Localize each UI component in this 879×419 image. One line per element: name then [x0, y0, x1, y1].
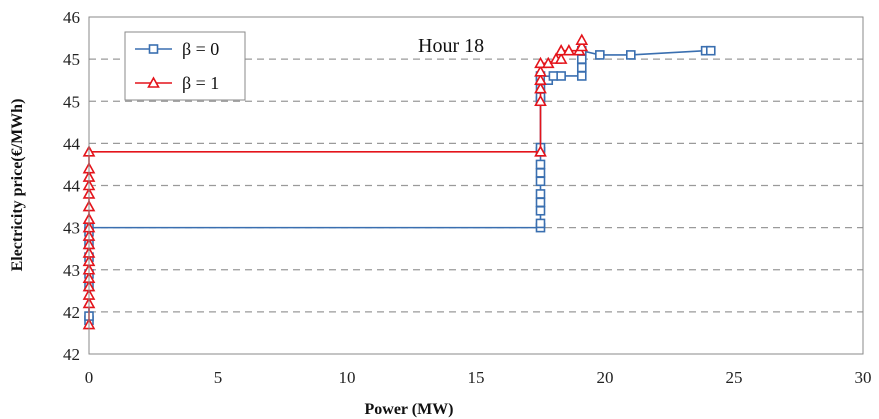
data-point-1-21 — [534, 73, 547, 85]
data-point-0-26 — [576, 71, 587, 81]
legend-item-0: β = 0 — [135, 39, 219, 59]
data-point-1-27 — [554, 44, 568, 56]
y-tick-label-4: 44 — [63, 177, 81, 196]
y-tick-labels: 42 42 43 43 44 44 45 45 46 — [63, 8, 81, 364]
legend-label-0: β = 0 — [182, 39, 219, 59]
y-tick-label-2: 43 — [63, 261, 80, 280]
y-tick-label-5: 44 — [63, 134, 81, 153]
x-tick-label-0: 0 — [85, 368, 94, 387]
data-point-1-30 — [575, 39, 589, 52]
legend-marker-1 — [147, 76, 160, 88]
y-tick-label-6: 45 — [63, 92, 80, 111]
x-tick-label-5: 25 — [726, 368, 743, 387]
y-tick-label-1: 42 — [63, 303, 80, 322]
y-tick-label-7: 45 — [63, 50, 80, 69]
data-point-0-15 — [535, 159, 546, 170]
data-point-0-27 — [576, 62, 587, 73]
x-tick-label-6: 30 — [855, 368, 872, 387]
x-tick-label-1: 5 — [214, 368, 223, 387]
data-point-1-18 — [534, 145, 547, 157]
data-point-1-28 — [562, 44, 576, 56]
y-tick-label-0: 42 — [63, 345, 80, 364]
data-point-1-31 — [575, 33, 589, 45]
data-point-0-25 — [556, 71, 566, 81]
data-point-1-22 — [534, 65, 547, 77]
data-point-1-20 — [534, 81, 547, 94]
y-tick-label-8: 46 — [63, 8, 80, 27]
data-point-0-31 — [625, 50, 636, 60]
chart-annotation: Hour 18 — [418, 35, 484, 57]
y-axis-title: Electricity price(€/MWh) — [9, 99, 26, 272]
legend-box — [124, 31, 246, 101]
data-point-0-14 — [535, 168, 546, 178]
x-axis-title: Power (MW) — [365, 401, 454, 418]
data-point-0-9 — [535, 218, 546, 229]
data-point-1-23 — [534, 56, 547, 69]
data-point-1-26 — [554, 52, 568, 64]
x-tick-label-2: 10 — [339, 368, 356, 387]
data-point-0-11 — [535, 197, 546, 208]
legend-label-1: β = 1 — [182, 73, 219, 93]
data-point-0-12 — [535, 189, 546, 199]
data-point-0-28 — [576, 54, 587, 64]
legend-marker-0 — [148, 44, 159, 54]
y-tick-label-3: 43 — [63, 219, 80, 238]
plot-border — [88, 16, 864, 355]
data-point-0-13 — [535, 176, 546, 187]
data-point-0-33 — [705, 45, 716, 56]
data-point-0-24 — [548, 71, 559, 81]
data-point-0-30 — [595, 50, 605, 60]
legend-item-1: β = 1 — [135, 73, 219, 93]
x-tick-labels: 0 5 10 15 20 25 30 — [85, 368, 872, 387]
data-point-1-19 — [534, 94, 547, 107]
legend: β = 0 β = 1 — [124, 31, 246, 101]
x-tick-label-4: 20 — [597, 368, 614, 387]
data-point-0-10 — [535, 205, 546, 216]
x-tick-label-3: 15 — [468, 368, 485, 387]
